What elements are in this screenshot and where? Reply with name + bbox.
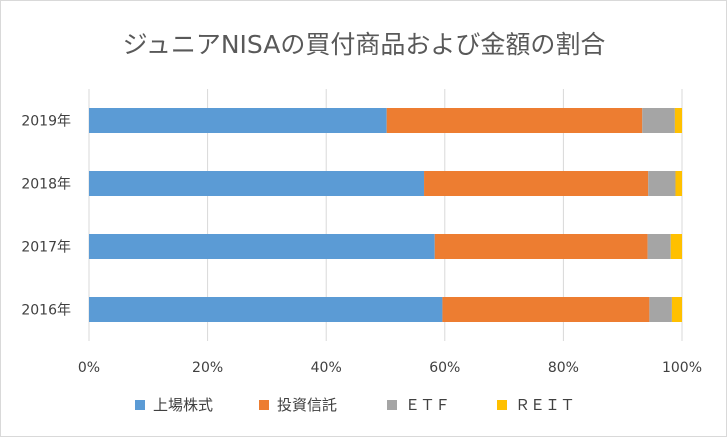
bar-2016年-上場株式[interactable]: [89, 297, 443, 322]
bar-2018年-上場株式[interactable]: [89, 171, 425, 196]
tick-label-20pct: 20%: [192, 360, 223, 376]
bars: [89, 108, 682, 322]
bar-2016年-ＥＴＦ[interactable]: [649, 297, 672, 322]
tick-label-60pct: 60%: [429, 360, 460, 376]
value-axis: 0% 20% 40% 60% 80% 100%: [78, 360, 702, 376]
legend-item-上場株式[interactable]: 上場株式: [135, 396, 213, 414]
legend[interactable]: 上場株式 投資信託 ＥＴＦ ＲＥＩＴ: [135, 396, 575, 414]
bar-2017年-上場株式[interactable]: [89, 234, 435, 259]
bar-2017年-ＲＥＩＴ[interactable]: [670, 234, 682, 259]
category-label-2016年: 2016年: [21, 303, 71, 319]
bar-2016年-投資信託[interactable]: [442, 297, 650, 322]
bar-2019年-投資信託[interactable]: [386, 108, 643, 133]
category-axis: 2019年 2018年 2017年 2016年: [21, 114, 71, 319]
tick-label-100pct: 100%: [662, 360, 702, 376]
legend-swatch-ＲＥＩＴ: [497, 400, 507, 410]
tick-label-0pct: 0%: [78, 360, 100, 376]
legend-label-ＥＴＦ: ＥＴＦ: [405, 396, 450, 414]
legend-swatch-投資信託: [259, 400, 269, 410]
legend-item-投資信託[interactable]: 投資信託: [259, 396, 337, 414]
legend-swatch-ＥＴＦ: [387, 400, 397, 410]
legend-item-ＥＴＦ[interactable]: ＥＴＦ: [387, 396, 450, 414]
bar-2017年-ＥＴＦ[interactable]: [647, 234, 671, 259]
bar-2016年-ＲＥＩＴ[interactable]: [671, 297, 682, 322]
legend-label-投資信託: 投資信託: [277, 396, 337, 414]
legend-swatch-上場株式: [135, 400, 145, 410]
legend-item-ＲＥＩＴ[interactable]: ＲＥＩＴ: [497, 396, 575, 414]
category-label-2017年: 2017年: [21, 240, 71, 256]
bar-2018年-ＲＥＩＴ[interactable]: [675, 171, 682, 196]
legend-label-ＲＥＩＴ: ＲＥＩＴ: [515, 396, 575, 414]
bar-2017年-投資信託[interactable]: [434, 234, 648, 259]
tick-label-40pct: 40%: [311, 360, 342, 376]
legend-label-上場株式: 上場株式: [153, 396, 213, 414]
bar-2018年-投資信託[interactable]: [424, 171, 649, 196]
chart-title: ジュニアNISAの買付商品および金額の割合: [123, 30, 606, 59]
bar-2018年-ＥＴＦ[interactable]: [648, 171, 676, 196]
bar-2019年-ＥＴＦ[interactable]: [642, 108, 675, 133]
tick-label-80pct: 80%: [548, 360, 579, 376]
bar-2019年-上場株式[interactable]: [89, 108, 387, 133]
bar-2019年-ＲＥＩＴ[interactable]: [674, 108, 682, 133]
category-label-2018年: 2018年: [21, 177, 71, 193]
category-label-2019年: 2019年: [21, 114, 71, 130]
